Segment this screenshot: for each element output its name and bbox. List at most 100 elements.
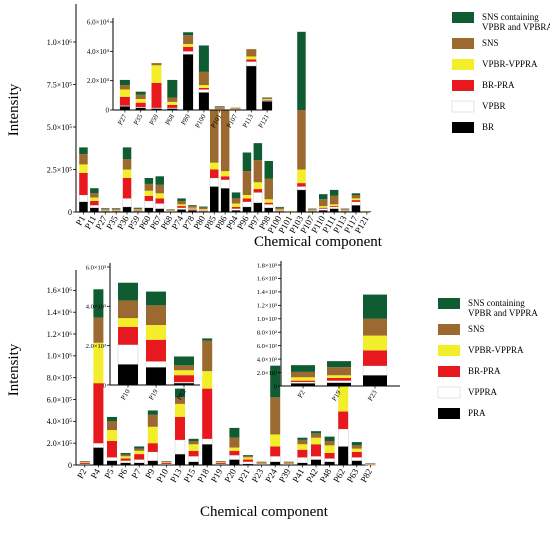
bar-br-pra-p20 bbox=[229, 451, 239, 455]
bar-vpbr-p68 bbox=[167, 108, 177, 109]
bar-sns-p41 bbox=[297, 440, 307, 444]
bar-br-pra-p60 bbox=[145, 196, 154, 201]
bar-vpbr-vppra-p19 bbox=[327, 375, 351, 378]
x-tick-label: P27 bbox=[116, 113, 129, 127]
bar-sns-containing-vpbr-and-vppra-p63 bbox=[352, 442, 362, 445]
x-axis-label: Chemical component bbox=[200, 504, 329, 520]
legend-swatch-sns-containing bbox=[438, 298, 460, 309]
bar-sns-containing-vpbr-and-vpbra-p59 bbox=[134, 208, 143, 209]
bar-vpbr-vppra-p80 bbox=[199, 209, 208, 210]
bar-br-p36 bbox=[123, 207, 132, 212]
legend-swatch-vppra bbox=[438, 387, 460, 398]
bar-br-pra-p85 bbox=[210, 170, 219, 179]
bar-sns-p97 bbox=[254, 160, 263, 182]
bar-sns-p6 bbox=[121, 455, 131, 457]
bar-br-pra-p63 bbox=[352, 452, 362, 457]
bar-vpbr-p103 bbox=[297, 187, 306, 190]
bar-pra-p19 bbox=[327, 383, 351, 386]
bar-vpbr-vppra-p86 bbox=[221, 171, 230, 176]
x-tick-label: P48 bbox=[318, 467, 334, 485]
x-tick-label: P2 bbox=[296, 389, 307, 400]
bar-vpbr-p27 bbox=[120, 106, 130, 107]
bar-vpbr-p27 bbox=[101, 211, 110, 212]
legend-swatch-vpbr bbox=[452, 101, 474, 112]
bar-br-pra-p110 bbox=[319, 208, 328, 209]
legend-label-vpbr-vppra: VPBR-VPPRA bbox=[482, 59, 538, 69]
bar-br-p96 bbox=[243, 207, 252, 212]
y-tick-label: 0 bbox=[68, 461, 72, 470]
y-tick-label: 1.0×10³ bbox=[257, 316, 277, 323]
bar-vppra-p42 bbox=[311, 456, 321, 459]
bar-br-pra-p1 bbox=[79, 173, 88, 195]
bar-br-p59 bbox=[152, 109, 162, 110]
bar-sns-containing-vpbr-and-vppra-p20 bbox=[229, 428, 239, 438]
legend-label-sns-containing: VPBR and VPPRA bbox=[468, 308, 538, 318]
bar-vpbr-p60 bbox=[145, 201, 154, 208]
x-tick-label: P62 bbox=[331, 467, 347, 484]
bar-sns-containing-vpbr-and-vppra-p9 bbox=[148, 410, 158, 414]
x-tick-label: P113 bbox=[241, 113, 255, 130]
bar-sns-p96 bbox=[243, 171, 252, 195]
bar-sns-containing-vpbr-and-vpbra-p121 bbox=[262, 98, 272, 99]
bar-pra-p41 bbox=[297, 463, 307, 465]
bar-sns-containing-vpbr-and-vpbra-p96 bbox=[243, 153, 252, 172]
bar-vppra-p41 bbox=[297, 457, 307, 462]
bar-sns-p59 bbox=[134, 209, 143, 210]
bar-sns-p121 bbox=[262, 98, 272, 99]
bar-pra-p19 bbox=[146, 367, 166, 385]
bar-sns-containing-vpbr-and-vpbra-p60 bbox=[145, 178, 154, 184]
bar-vpbr-vppra-p111 bbox=[330, 204, 339, 206]
bar-vpbr-vppra-p21 bbox=[243, 457, 253, 459]
x-tick-label: P63 bbox=[345, 467, 361, 485]
bar-vpbr-p59 bbox=[152, 108, 162, 109]
legend-label-vpbr: VPBR bbox=[482, 101, 506, 111]
bar-br-pra-p39 bbox=[284, 463, 294, 464]
bar-pra-p23 bbox=[363, 375, 387, 386]
bar-sns-p60 bbox=[145, 184, 154, 191]
bar-pra-p7 bbox=[134, 463, 144, 465]
bar-vppra-p23 bbox=[363, 366, 387, 375]
bar-vpbr-p113 bbox=[341, 211, 350, 212]
bar-sns-containing-vpbr-and-vpbra-p80 bbox=[183, 32, 193, 35]
x-tick-label: P24 bbox=[263, 467, 279, 485]
x-tick-label: P5 bbox=[102, 467, 116, 481]
bar-br-p80 bbox=[183, 54, 193, 110]
bar-br-p111 bbox=[330, 209, 339, 212]
y-tick-label: 8.0×10⁵ bbox=[47, 373, 73, 382]
bar-sns-containing-vpbr-and-vpbra-p74 bbox=[177, 198, 186, 201]
bar-sns-containing-vpbr-and-vppra-p5 bbox=[107, 417, 117, 421]
bar-br-pra-p2 bbox=[291, 381, 315, 382]
bar-vpbr-vppra-p68 bbox=[167, 102, 177, 105]
bar-vpbr-vppra-p35 bbox=[112, 210, 121, 211]
bar-br-p86 bbox=[221, 188, 230, 212]
legend-label-br-pra: BR-PRA bbox=[468, 366, 501, 376]
bar-sns-p19 bbox=[216, 462, 226, 463]
bar-br-pra-p100 bbox=[199, 88, 209, 89]
bar-sns-containing-vpbr-and-vpbra-p111 bbox=[330, 190, 339, 196]
bar-br-pra-p9 bbox=[148, 443, 158, 452]
bar-sns-p19 bbox=[327, 367, 351, 375]
bar-br-pra-p113 bbox=[246, 59, 256, 61]
x-tick-label: P10 bbox=[119, 388, 132, 402]
bar-sns-containing-vpbr-and-vppra-p42 bbox=[311, 431, 321, 433]
bar-pra-p13 bbox=[175, 454, 185, 465]
x-tick-label: P121 bbox=[257, 113, 271, 130]
bar-br-p103 bbox=[297, 190, 306, 212]
bar-vpbr-vppra-p15 bbox=[189, 444, 199, 451]
bar-vppra-p63 bbox=[352, 457, 362, 460]
bar-sns-containing-vpbr-and-vpbra-p1 bbox=[79, 147, 88, 154]
x-tick-label: P23 bbox=[366, 389, 379, 403]
bar-vpbr-vppra-p10 bbox=[161, 462, 171, 463]
legend-label-sns: SNS bbox=[482, 38, 499, 48]
bar-sns-p101 bbox=[215, 107, 225, 108]
bar-pra-p6 bbox=[121, 463, 131, 465]
bar-sns-containing-vpbr-and-vpbra-p100 bbox=[275, 207, 284, 208]
bar-br-pra-p11 bbox=[90, 201, 99, 205]
x-tick-label: P59 bbox=[148, 113, 161, 127]
bar-sns-containing-vpbr-and-vppra-p19 bbox=[146, 292, 166, 306]
bar-br-p97 bbox=[254, 203, 263, 212]
bar-sns-containing-vpbr-and-vppra-p23 bbox=[257, 462, 267, 463]
bar-sns-p107 bbox=[231, 108, 241, 109]
bar-sns-containing-vpbr-and-vpbra-p68 bbox=[167, 80, 177, 98]
